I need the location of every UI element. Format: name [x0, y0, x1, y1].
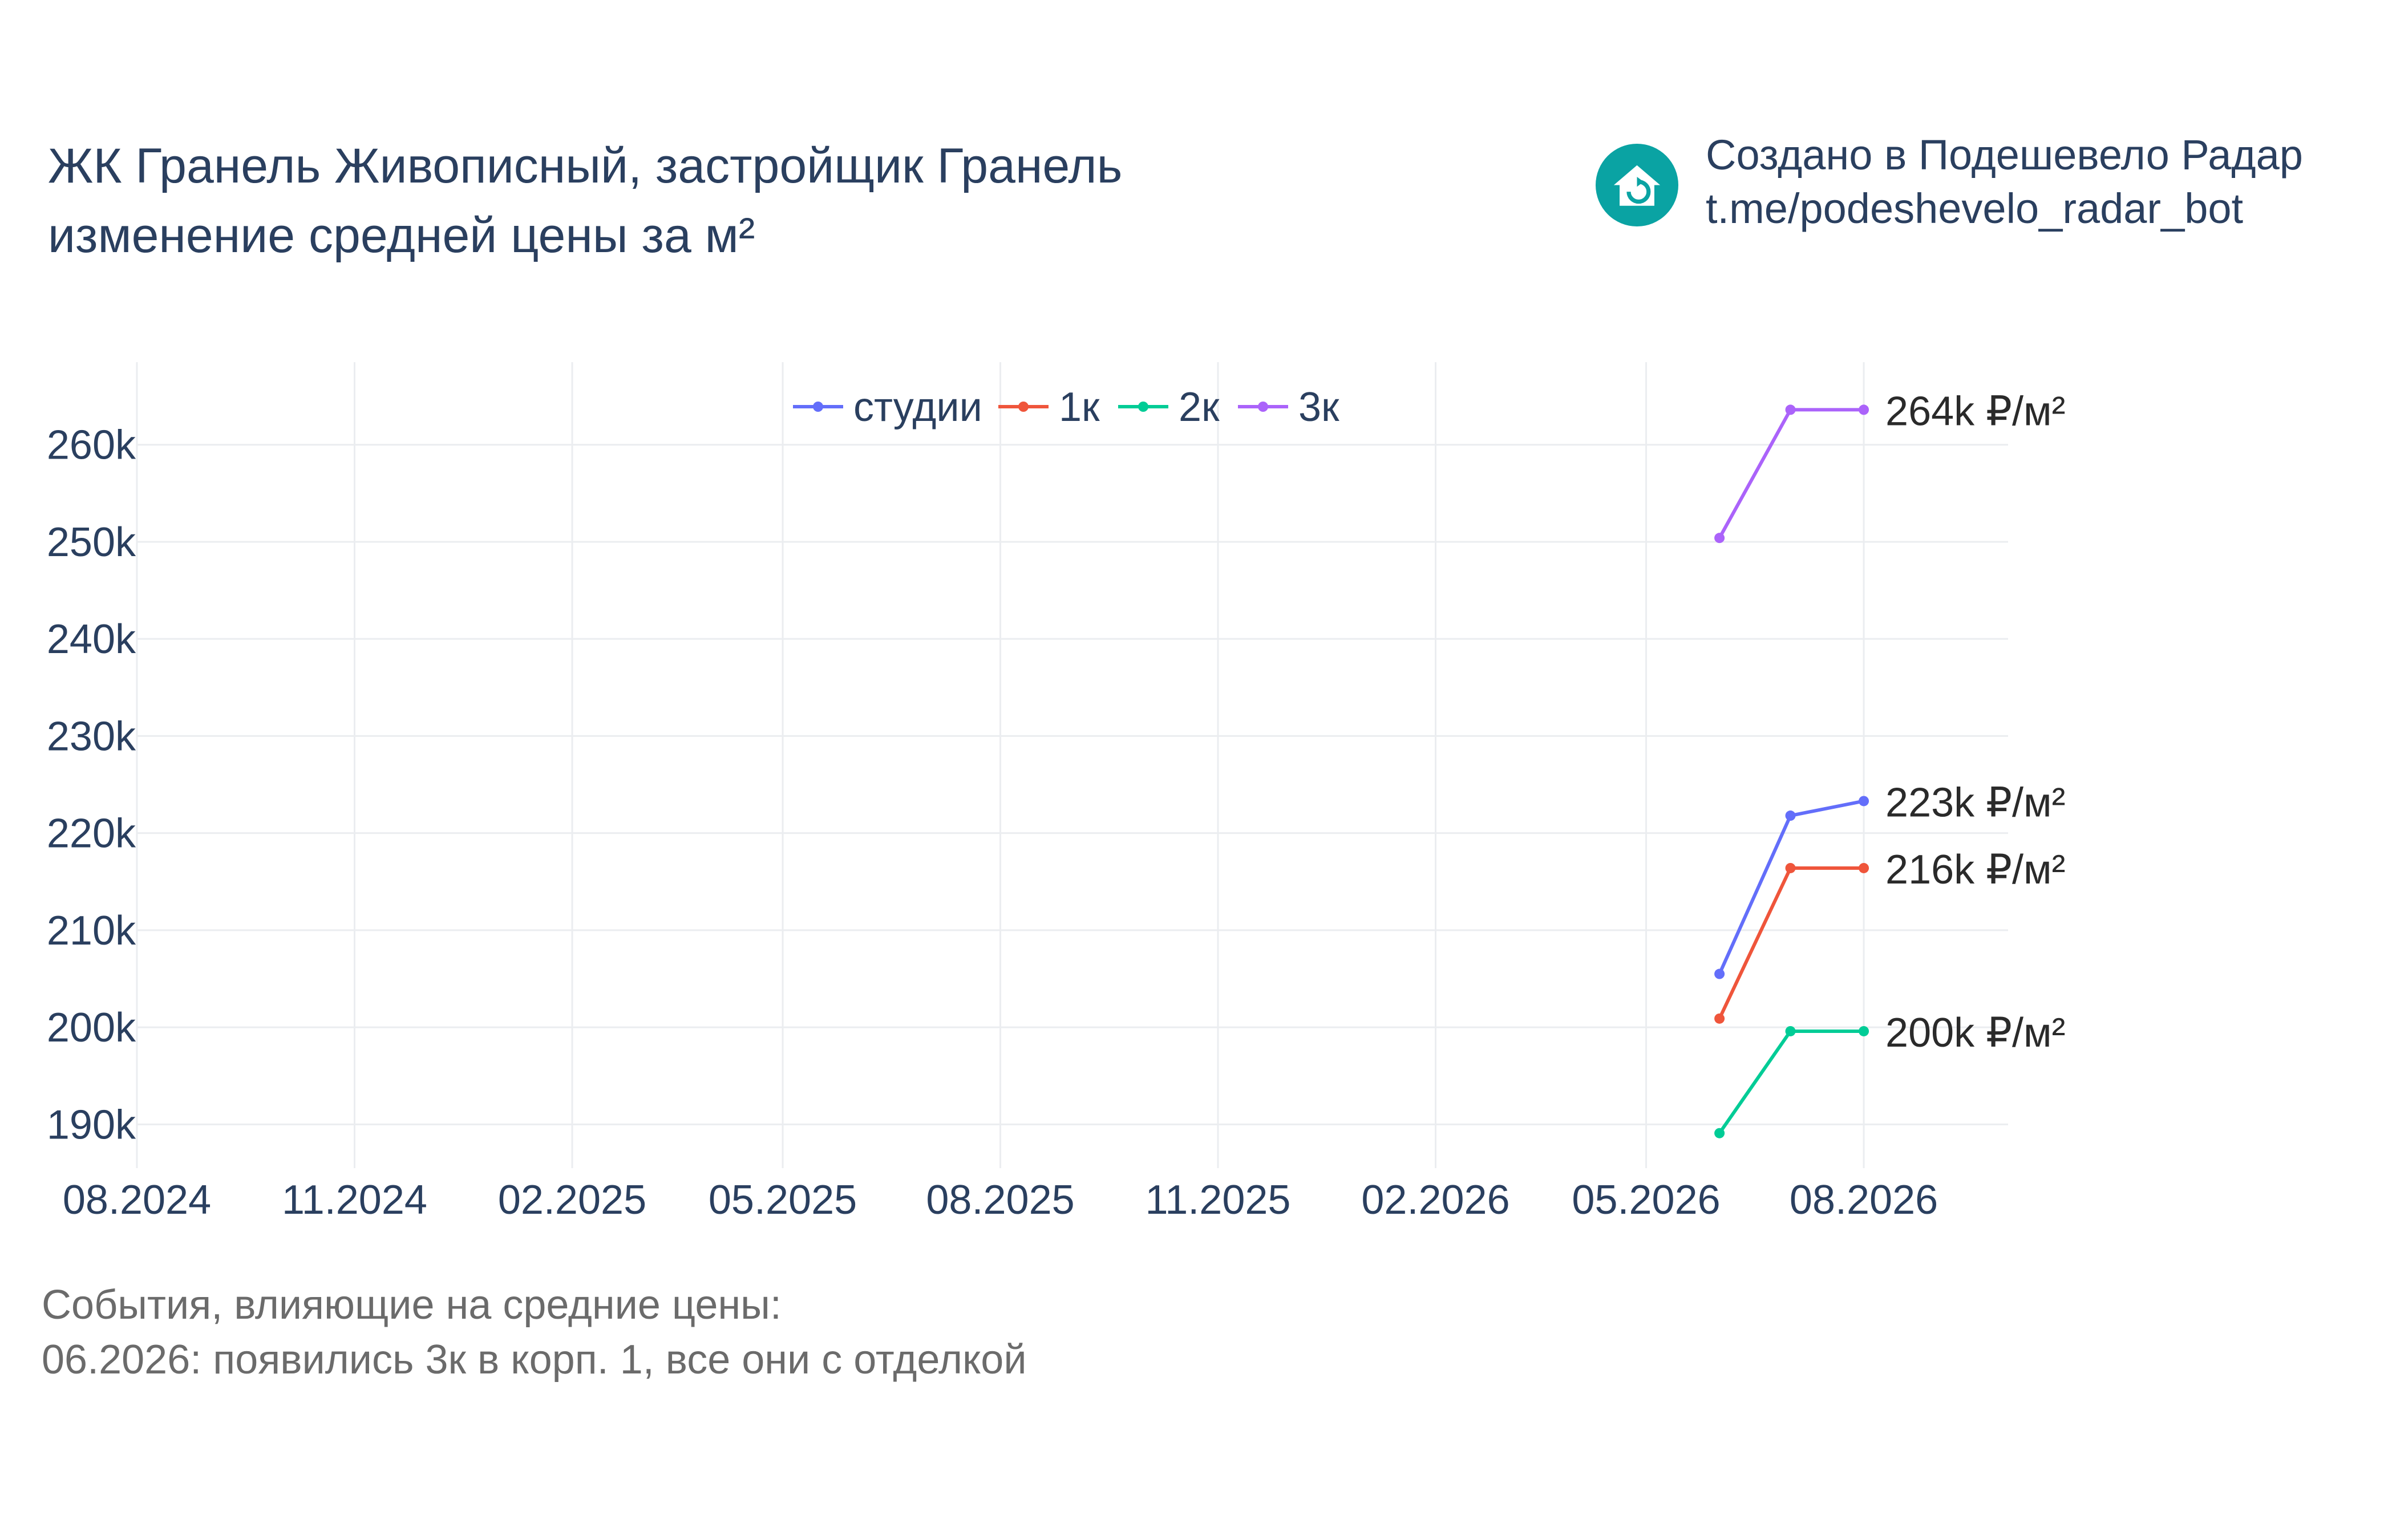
y-tick-label: 240k — [47, 617, 136, 662]
legend-label: 1к — [1059, 384, 1100, 430]
legend-marker — [1018, 402, 1029, 412]
data-point — [1714, 1128, 1725, 1138]
credit-line2[interactable]: t.me/podeshevelo_radar_bot — [1706, 185, 2244, 232]
legend-marker — [1258, 402, 1268, 412]
credit-text: Создано в Подешевело Радар t.me/podeshev… — [1706, 128, 2303, 236]
y-tick-label: 230k — [47, 714, 136, 759]
events-heading: События, влияющие на средние цены: — [42, 1282, 782, 1328]
data-point — [1859, 404, 1869, 415]
house-refresh-icon — [1596, 144, 1678, 226]
data-point — [1859, 862, 1869, 873]
end-value-label: 216k ₽/м² — [1885, 847, 2065, 893]
data-point — [1714, 533, 1725, 544]
legend-marker — [1138, 402, 1148, 412]
x-tick-label: 11.2024 — [282, 1177, 427, 1223]
x-tick-label: 11.2025 — [1146, 1177, 1291, 1223]
x-tick-label: 02.2026 — [1361, 1177, 1509, 1223]
data-point — [1785, 810, 1796, 821]
y-tick-label: 210k — [47, 908, 136, 954]
event-item: 06.2026: появились 3к в корп. 1, все они… — [42, 1337, 1027, 1383]
x-tick-label: 05.2026 — [1572, 1177, 1720, 1223]
legend-label: 3к — [1298, 384, 1339, 430]
y-tick-label: 220k — [47, 811, 136, 857]
y-tick-label: 190k — [47, 1102, 136, 1148]
legend-label: студии — [853, 384, 982, 430]
y-tick-label: 250k — [47, 520, 136, 565]
legend-label: 2к — [1179, 384, 1220, 430]
end-value-label: 264k ₽/м² — [1885, 388, 2065, 434]
end-value-label: 200k ₽/м² — [1885, 1010, 2065, 1056]
x-tick-label: 02.2025 — [498, 1177, 646, 1223]
chart-title: ЖК Гранель Живописный, застройщик Гранел… — [48, 131, 1122, 270]
data-point — [1859, 1026, 1869, 1036]
series-line — [1718, 408, 1864, 539]
data-point — [1785, 862, 1796, 873]
x-tick-label: 08.2024 — [63, 1177, 211, 1223]
x-tick-label: 08.2026 — [1790, 1177, 1938, 1223]
x-tick-label: 08.2025 — [926, 1177, 1074, 1223]
series-line — [1718, 866, 1864, 1020]
series-line — [1718, 799, 1864, 975]
data-point — [1785, 1026, 1796, 1036]
data-point — [1859, 796, 1869, 807]
chart-title-line2: изменение средней цены за м² — [48, 208, 755, 263]
y-tick-label: 260k — [47, 423, 136, 468]
legend-marker — [813, 402, 823, 412]
data-point — [1714, 968, 1725, 979]
credit-line1: Создано в Подешевело Радар — [1706, 131, 2303, 179]
chart-title-line1: ЖК Гранель Живописный, застройщик Гранел… — [48, 139, 1123, 193]
data-point — [1714, 1013, 1725, 1024]
events-notes: События, влияющие на средние цены: 06.20… — [42, 1278, 1027, 1387]
y-tick-label: 200k — [47, 1005, 136, 1051]
x-tick-label: 05.2025 — [709, 1177, 857, 1223]
end-value-label: 223k ₽/м² — [1885, 780, 2065, 825]
series-line — [1718, 1029, 1864, 1134]
data-point — [1785, 404, 1796, 415]
